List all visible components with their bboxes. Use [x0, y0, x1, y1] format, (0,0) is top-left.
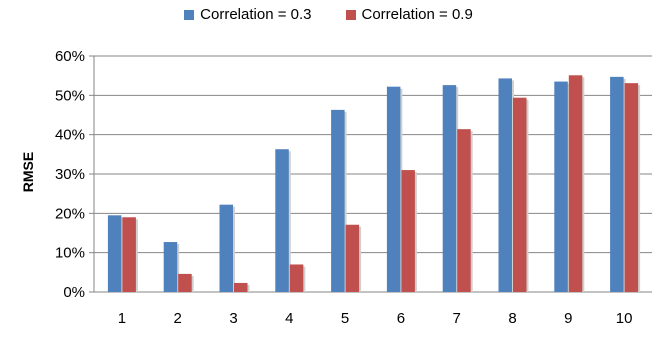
bar-series-1-cat-1: [107, 215, 122, 292]
bar-series-1-cat-3: [219, 204, 233, 292]
bar-series-2-cat-7: [457, 129, 471, 292]
bar-series-2-cat-8: [513, 97, 527, 293]
legend-swatch-series-1: [184, 9, 195, 20]
y-tick-label: 20%: [55, 205, 85, 222]
bar-series-1-cat-2: [163, 242, 178, 292]
x-tick-label: 9: [564, 310, 572, 327]
y-tick-label: 30%: [55, 166, 85, 183]
bar-series-2-cat-4: [289, 264, 304, 292]
bar-series-2-cat-10: [624, 83, 639, 292]
y-tick-label: 10%: [55, 245, 85, 262]
x-tick-label: 6: [397, 310, 405, 327]
x-tick-label: 1: [118, 310, 126, 327]
x-tick-label: 7: [453, 310, 461, 327]
legend-item-series-1: Correlation = 0.3: [184, 6, 312, 23]
bar-series-2-cat-6: [401, 170, 415, 292]
x-tick-label: 10: [616, 310, 633, 327]
bar-series-2-cat-9: [568, 75, 583, 292]
legend: Correlation = 0.3 Correlation = 0.9: [0, 6, 657, 23]
x-tick-label: 4: [285, 310, 293, 327]
bar-series-1-cat-10: [610, 76, 624, 292]
x-tick-label: 2: [174, 310, 182, 327]
y-tick-label: 50%: [55, 87, 85, 104]
bar-series-1-cat-9: [554, 81, 568, 292]
y-tick-label: 60%: [55, 48, 85, 65]
bar-series-1-cat-6: [386, 86, 401, 293]
bar-series-1-cat-4: [275, 149, 289, 292]
legend-label-series-1: Correlation = 0.3: [200, 6, 312, 23]
bar-series-1-cat-7: [442, 85, 457, 293]
legend-swatch-series-2: [345, 9, 356, 20]
x-tick-label: 5: [341, 310, 349, 327]
y-tick-label: 0%: [63, 284, 85, 301]
bar-series-1-cat-5: [331, 109, 345, 293]
bar-series-2-cat-3: [234, 282, 248, 292]
legend-label-series-2: Correlation = 0.9: [361, 6, 473, 23]
bar-series-2-cat-1: [122, 217, 136, 292]
x-tick-label: 3: [229, 310, 237, 327]
legend-item-series-2: Correlation = 0.9: [345, 6, 473, 23]
bar-series-2-cat-2: [178, 273, 192, 292]
y-tick-label: 40%: [55, 127, 85, 144]
x-tick-label: 8: [508, 310, 516, 327]
bar-series-2-cat-5: [345, 224, 360, 292]
bar-series-1-cat-8: [498, 78, 512, 292]
